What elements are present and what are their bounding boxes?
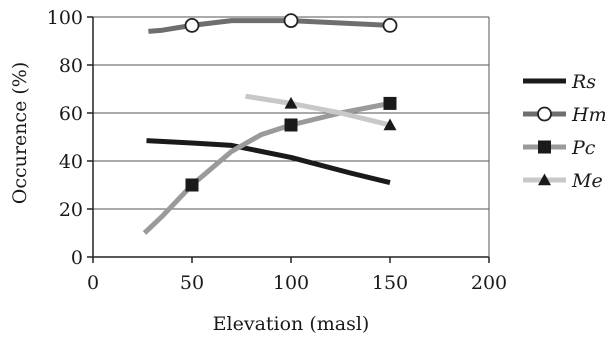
data-point-me-100 bbox=[284, 96, 298, 109]
x-tick-label-200: 200 bbox=[471, 272, 507, 294]
data-point-me-150 bbox=[383, 118, 397, 131]
data-point-hm-150 bbox=[382, 17, 398, 33]
legend-marker-hm bbox=[537, 106, 552, 122]
grid-lines bbox=[93, 16, 489, 210]
tick-labels: 0 20 40 60 80 100 0 50 100 150 200 bbox=[47, 7, 507, 294]
y-tick-label-0: 0 bbox=[71, 247, 83, 269]
legend: Rs Hm Pc Me bbox=[523, 71, 607, 192]
data-point-hm-50 bbox=[184, 17, 200, 33]
series-line-rs bbox=[146, 138, 391, 186]
data-point-hm-100 bbox=[283, 13, 299, 29]
data-point-pc-150 bbox=[383, 96, 397, 110]
y-tick-label-60: 60 bbox=[59, 103, 83, 125]
series-lines bbox=[142, 18, 391, 235]
legend-label-hm: Hm bbox=[571, 104, 607, 126]
y-tick-label-20: 20 bbox=[59, 199, 83, 221]
series-line-hm bbox=[148, 18, 391, 34]
series-line-me bbox=[245, 93, 391, 128]
x-tick-label-150: 150 bbox=[372, 272, 408, 294]
y-tick-label-80: 80 bbox=[59, 55, 83, 77]
y-tick-label-40: 40 bbox=[59, 151, 83, 173]
legend-marker-me bbox=[538, 173, 551, 186]
data-point-pc-50 bbox=[185, 178, 199, 192]
x-tick-label-100: 100 bbox=[273, 272, 309, 294]
x-tick-label-50: 50 bbox=[180, 272, 204, 294]
legend-label-pc: Pc bbox=[571, 137, 596, 159]
series-line-pc bbox=[142, 100, 391, 235]
legend-label-rs: Rs bbox=[571, 71, 596, 93]
y-tick-label-100: 100 bbox=[47, 7, 83, 29]
legend-label-me: Me bbox=[571, 170, 603, 192]
series-markers bbox=[184, 13, 398, 192]
x-tick-label-0: 0 bbox=[87, 272, 99, 294]
x-axis-title: Elevation (masl) bbox=[213, 313, 370, 335]
axes bbox=[87, 16, 490, 263]
data-point-pc-100 bbox=[284, 118, 298, 132]
y-axis-title: Occurence (%) bbox=[9, 62, 31, 204]
legend-marker-pc bbox=[538, 140, 551, 154]
